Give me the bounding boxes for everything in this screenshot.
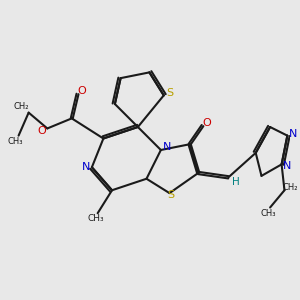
Text: N: N bbox=[162, 142, 171, 152]
Text: N: N bbox=[283, 161, 292, 171]
Text: O: O bbox=[77, 86, 86, 96]
Text: H: H bbox=[232, 177, 239, 187]
Text: N: N bbox=[82, 162, 90, 172]
Text: O: O bbox=[202, 118, 211, 128]
Text: O: O bbox=[37, 126, 46, 136]
Text: CH₂: CH₂ bbox=[283, 183, 298, 192]
Text: N: N bbox=[289, 129, 297, 139]
Text: S: S bbox=[167, 190, 175, 200]
Text: CH₃: CH₃ bbox=[8, 137, 23, 146]
Text: S: S bbox=[166, 88, 173, 98]
Text: CH₂: CH₂ bbox=[14, 102, 29, 111]
Text: CH₃: CH₃ bbox=[261, 209, 276, 218]
Text: CH₃: CH₃ bbox=[88, 214, 104, 224]
